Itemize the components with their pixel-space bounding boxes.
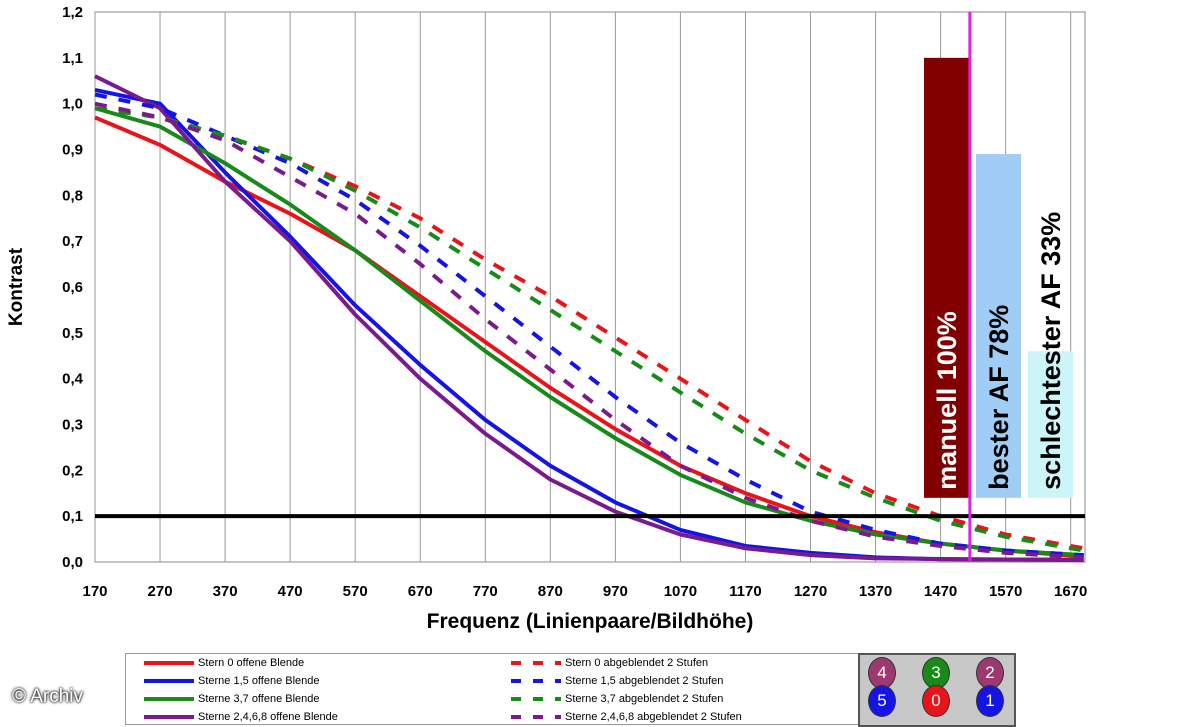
bar-label: schlechtester AF 33% — [1036, 212, 1066, 490]
series-line — [94, 74, 1084, 563]
focus-bar — [1028, 351, 1073, 498]
legend-swatch — [144, 679, 194, 683]
focus-bar — [976, 154, 1021, 498]
plot-area — [94, 11, 1086, 563]
legend-label: Stern 0 offene Blende — [198, 657, 305, 669]
focus-bar — [924, 57, 969, 498]
legend-label: Stern 0 abgeblendet 2 Stufen — [565, 657, 709, 669]
legend-item: Sterne 1,5 offene Blende — [144, 672, 320, 690]
x-tick-label: 1370 — [859, 583, 892, 600]
legend-swatch — [511, 697, 561, 701]
legend-item: Stern 0 abgeblendet 2 Stufen — [511, 654, 708, 672]
legend-label: Sterne 1,5 offene Blende — [198, 675, 320, 687]
x-tick-label: 670 — [408, 583, 433, 600]
legend-label: Sterne 3,7 abgeblendet 2 Stufen — [565, 693, 724, 705]
y-tick-label: 1,2 — [62, 4, 83, 21]
bar-label: bester AF 78% — [984, 305, 1014, 490]
x-tick-label: 270 — [148, 583, 173, 600]
legend-swatch — [144, 715, 194, 719]
legend-swatch — [144, 661, 194, 665]
legend-swatch — [511, 715, 561, 719]
y-tick-label: 0,2 — [62, 462, 83, 479]
star-marker: 2 — [976, 657, 1004, 689]
legend-item: Sterne 3,7 offene Blende — [144, 690, 320, 708]
y-tick-label: 0,8 — [62, 187, 83, 204]
x-tick-label: 1070 — [664, 583, 697, 600]
legend-item: Stern 0 offene Blende — [144, 654, 304, 672]
x-tick-label: 770 — [473, 583, 498, 600]
x-tick-label: 470 — [278, 583, 303, 600]
y-tick-label: 0,4 — [62, 371, 84, 388]
x-tick-label: 1570 — [989, 583, 1022, 600]
y-tick-label: 0,3 — [62, 417, 83, 434]
x-tick-label: 1170 — [729, 583, 762, 600]
series-line — [94, 106, 1085, 551]
legend-swatch — [144, 697, 194, 701]
legend-label: Sterne 1,5 abgeblendet 2 Stufen — [565, 675, 724, 687]
bar-label: manuell 100% — [932, 311, 962, 490]
x-axis-label: Frequenz (Linienpaare/Bildhöhe) — [427, 610, 754, 633]
y-tick-label: 0,6 — [62, 279, 83, 296]
y-axis-label: Kontrast — [6, 247, 27, 326]
star-layout-diagram: 4 3 2 5 0 1 — [858, 653, 1016, 727]
x-tick-label: 970 — [603, 583, 628, 600]
legend-label: Sterne 2,4,6,8 abgeblendet 2 Stufen — [565, 711, 742, 723]
legend-swatch — [511, 661, 561, 665]
star-marker: 4 — [868, 657, 896, 689]
legend-swatch — [511, 679, 561, 683]
watermark: © Archiv — [12, 686, 84, 707]
series-line — [94, 92, 1084, 558]
legend-item: Sterne 1,5 abgeblendet 2 Stufen — [511, 672, 723, 690]
y-tick-label: 1,1 — [62, 50, 83, 67]
star-marker: 3 — [922, 657, 950, 689]
y-tick-label: 0,1 — [62, 508, 83, 525]
star-marker: 0 — [922, 685, 950, 717]
legend-label: Sterne 3,7 offene Blende — [198, 693, 320, 705]
x-tick-label: 1670 — [1054, 583, 1087, 600]
x-tick-label: 870 — [538, 583, 563, 600]
x-tick-label: 570 — [343, 583, 368, 600]
y-tick-label: 0,0 — [62, 554, 83, 571]
series-line — [94, 101, 1084, 560]
legend-item: Sterne 2,4,6,8 abgeblendet 2 Stufen — [511, 708, 742, 726]
x-tick-label: 170 — [82, 583, 107, 600]
x-tick-label: 1470 — [924, 583, 957, 600]
y-tick-label: 1,0 — [62, 96, 83, 113]
series-line — [94, 106, 1084, 558]
star-marker: 5 — [868, 685, 896, 717]
y-tick-label: 0,7 — [62, 233, 83, 250]
legend: Stern 0 offene Blende Sterne 1,5 offene … — [125, 653, 860, 725]
x-tick-label: 370 — [213, 583, 238, 600]
legend-item: Sterne 2,4,6,8 offene Blende — [144, 708, 338, 726]
y-tick-label: 0,9 — [62, 142, 83, 159]
series-line — [94, 106, 1085, 553]
star-marker: 1 — [976, 685, 1004, 717]
x-tick-label: 1270 — [794, 583, 827, 600]
legend-item: Sterne 3,7 abgeblendet 2 Stufen — [511, 690, 723, 708]
y-tick-label: 0,5 — [62, 325, 83, 342]
legend-label: Sterne 2,4,6,8 offene Blende — [198, 711, 338, 723]
